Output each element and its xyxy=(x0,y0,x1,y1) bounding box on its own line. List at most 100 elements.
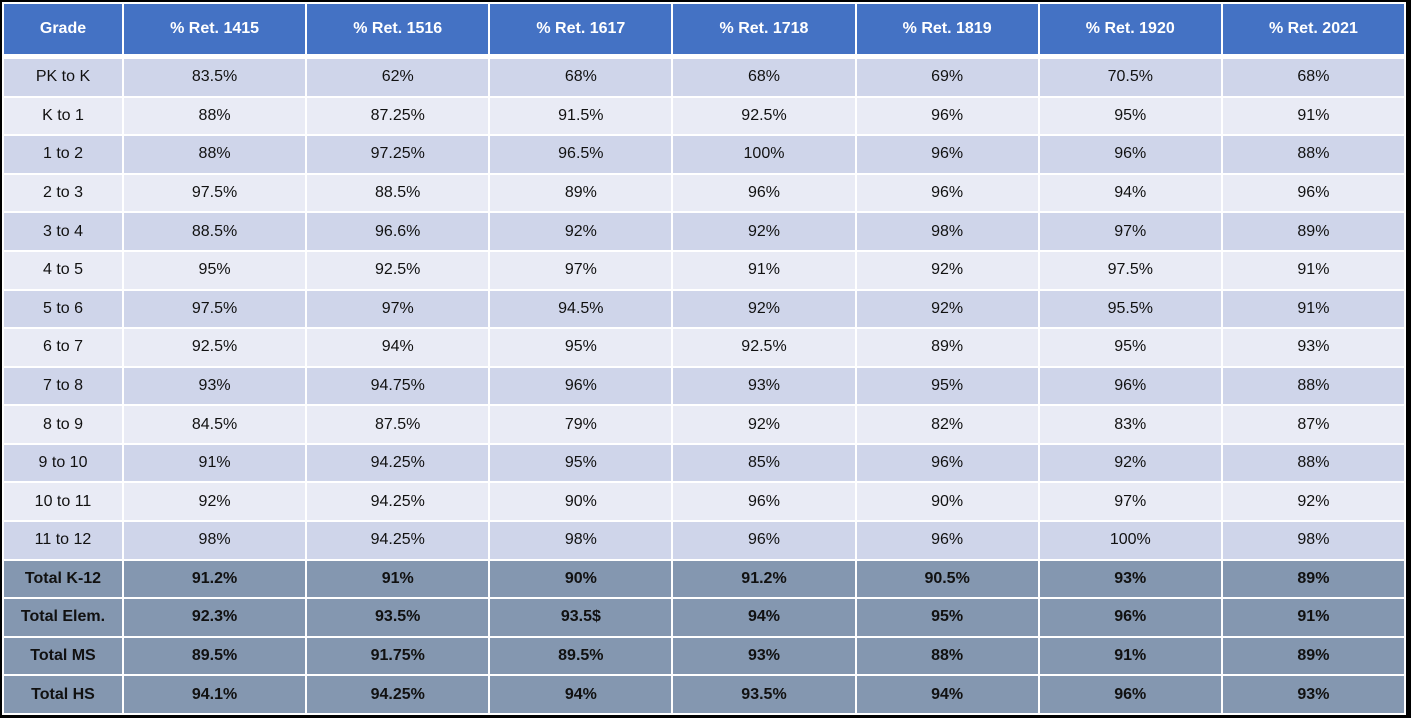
total-value-cell: 93% xyxy=(1220,674,1407,715)
total-value-cell: 93.5% xyxy=(305,597,491,638)
retention-value-cell: 92% xyxy=(854,249,1040,291)
retention-value-cell: 96% xyxy=(854,95,1040,137)
retention-value-cell: 91% xyxy=(121,442,308,484)
total-row: Total MS 89.5% 91.75% 89.5% 93% 88% 91% 89% xyxy=(2,635,1407,677)
retention-value-cell: 95% xyxy=(1037,95,1223,137)
total-value-cell: 91% xyxy=(1037,635,1223,677)
retention-value-cell: 97% xyxy=(1037,211,1223,252)
table-row: 2 to 3 97.5% 88.5% 89% 96% 96% 94% 96% xyxy=(2,172,1407,214)
retention-value-cell: 83% xyxy=(1037,404,1223,445)
retention-value-cell: 96% xyxy=(671,519,857,561)
retention-value-cell: 62% xyxy=(305,55,491,98)
retention-value-cell: 95.5% xyxy=(1037,288,1223,330)
total-value-cell: 96% xyxy=(1037,674,1223,715)
retention-value-cell: 88.5% xyxy=(121,211,308,252)
retention-value-cell: 68% xyxy=(488,55,674,98)
column-header-ret: % Ret. 1718 xyxy=(671,2,857,59)
column-header-grade: Grade xyxy=(2,2,124,59)
table-row: 1 to 2 88% 97.25% 96.5% 100% 96% 96% 88% xyxy=(2,134,1407,175)
total-value-cell: 91.2% xyxy=(671,558,857,600)
total-value-cell: 89% xyxy=(1220,558,1407,600)
retention-value-cell: 95% xyxy=(488,327,674,368)
grade-cell: 2 to 3 xyxy=(2,172,124,214)
retention-value-cell: 82% xyxy=(854,404,1040,445)
retention-value-cell: 88.5% xyxy=(305,172,491,214)
retention-value-cell: 96% xyxy=(1037,365,1223,407)
retention-value-cell: 97.25% xyxy=(305,134,491,175)
retention-value-cell: 88% xyxy=(121,134,308,175)
retention-value-cell: 89% xyxy=(488,172,674,214)
total-value-cell: 90% xyxy=(488,558,674,600)
retention-value-cell: 68% xyxy=(1220,55,1407,98)
total-row: Total Elem. 92.3% 93.5% 93.5$ 94% 95% 96% 91% xyxy=(2,597,1407,638)
retention-value-cell: 94.25% xyxy=(305,481,491,522)
total-value-cell: 89% xyxy=(1220,635,1407,677)
total-value-cell: 91% xyxy=(1220,597,1407,638)
retention-value-cell: 97.5% xyxy=(121,172,308,214)
retention-value-cell: 69% xyxy=(854,55,1040,98)
retention-value-cell: 84.5% xyxy=(121,404,308,445)
grade-cell: K to 1 xyxy=(2,95,124,137)
retention-value-cell: 88% xyxy=(121,95,308,137)
retention-value-cell: 95% xyxy=(488,442,674,484)
retention-value-cell: 91% xyxy=(1220,95,1407,137)
retention-value-cell: 95% xyxy=(854,365,1040,407)
column-header-ret: % Ret. 1415 xyxy=(121,2,308,59)
retention-value-cell: 96% xyxy=(1037,134,1223,175)
retention-value-cell: 90% xyxy=(854,481,1040,522)
retention-value-cell: 70.5% xyxy=(1037,55,1223,98)
retention-value-cell: 92% xyxy=(1220,481,1407,522)
grade-cell: 8 to 9 xyxy=(2,404,124,445)
grade-cell: 3 to 4 xyxy=(2,211,124,252)
retention-value-cell: 100% xyxy=(671,134,857,175)
retention-value-cell: 95% xyxy=(1037,327,1223,368)
table-row: 11 to 12 98% 94.25% 98% 96% 96% 100% 98% xyxy=(2,519,1407,561)
retention-value-cell: 97% xyxy=(1037,481,1223,522)
retention-value-cell: 96% xyxy=(854,442,1040,484)
total-value-cell: 89.5% xyxy=(121,635,308,677)
retention-value-cell: 93% xyxy=(671,365,857,407)
total-value-cell: 94% xyxy=(488,674,674,715)
retention-value-cell: 87.5% xyxy=(305,404,491,445)
column-header-ret: % Ret. 1920 xyxy=(1037,2,1223,59)
total-value-cell: 91% xyxy=(305,558,491,600)
retention-value-cell: 83.5% xyxy=(121,55,308,98)
total-value-cell: 91.75% xyxy=(305,635,491,677)
retention-value-cell: 92% xyxy=(854,288,1040,330)
table-row: 4 to 5 95% 92.5% 97% 91% 92% 97.5% 91% xyxy=(2,249,1407,291)
grade-cell: 6 to 7 xyxy=(2,327,124,368)
total-value-cell: 94.1% xyxy=(121,674,308,715)
retention-value-cell: 87.25% xyxy=(305,95,491,137)
total-value-cell: 91.2% xyxy=(121,558,308,600)
retention-value-cell: 92% xyxy=(121,481,308,522)
table-row: 10 to 11 92% 94.25% 90% 96% 90% 97% 92% xyxy=(2,481,1407,522)
grade-cell: 5 to 6 xyxy=(2,288,124,330)
retention-value-cell: 92.5% xyxy=(121,327,308,368)
grade-cell: 9 to 10 xyxy=(2,442,124,484)
retention-value-cell: 79% xyxy=(488,404,674,445)
total-value-cell: 92.3% xyxy=(121,597,308,638)
total-value-cell: 93.5% xyxy=(671,674,857,715)
column-header-ret: % Ret. 2021 xyxy=(1220,2,1407,59)
retention-value-cell: 93% xyxy=(121,365,308,407)
retention-value-cell: 96.6% xyxy=(305,211,491,252)
total-value-cell: 93% xyxy=(671,635,857,677)
retention-value-cell: 94% xyxy=(1037,172,1223,214)
total-value-cell: 96% xyxy=(1037,597,1223,638)
retention-value-cell: 94.5% xyxy=(488,288,674,330)
total-row: Total HS 94.1% 94.25% 94% 93.5% 94% 96% 93% xyxy=(2,674,1407,715)
retention-value-cell: 95% xyxy=(121,249,308,291)
total-value-cell: 94.25% xyxy=(305,674,491,715)
grade-cell: 11 to 12 xyxy=(2,519,124,561)
retention-value-cell: 87% xyxy=(1220,404,1407,445)
retention-value-cell: 97% xyxy=(305,288,491,330)
total-label-cell: Total K-12 xyxy=(2,558,124,600)
retention-value-cell: 98% xyxy=(1220,519,1407,561)
retention-value-cell: 92% xyxy=(671,211,857,252)
retention-value-cell: 100% xyxy=(1037,519,1223,561)
header-row: Grade% Ret. 1415% Ret. 1516% Ret. 1617% … xyxy=(2,2,1407,59)
retention-value-cell: 94.25% xyxy=(305,519,491,561)
retention-value-cell: 96% xyxy=(854,172,1040,214)
column-header-ret: % Ret. 1617 xyxy=(488,2,674,59)
